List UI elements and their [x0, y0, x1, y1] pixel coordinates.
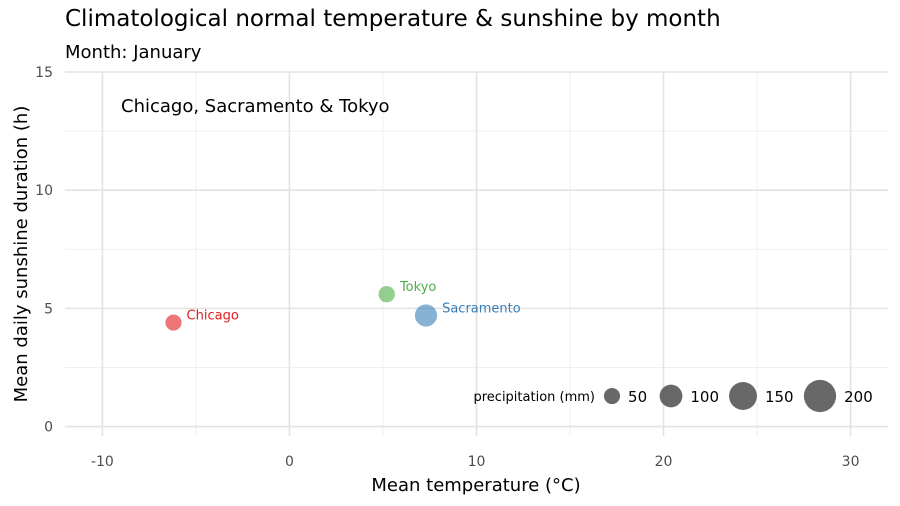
- data-point: [165, 314, 182, 331]
- y-tick-label: 0: [44, 420, 53, 436]
- grid: [65, 71, 888, 436]
- y-axis-title: Mean daily sunshine duration (h): [11, 106, 32, 403]
- data-point: [414, 304, 438, 327]
- point-label: Tokyo: [399, 280, 436, 295]
- y-tick-label: 10: [35, 183, 53, 199]
- chart-title: Climatological normal temperature & suns…: [65, 6, 721, 32]
- legend-key: [659, 384, 683, 408]
- x-tick-label: 20: [655, 454, 673, 470]
- y-tick-label: 15: [35, 65, 53, 81]
- legend-key: [603, 387, 621, 405]
- legend-label: 100: [690, 388, 719, 406]
- x-tick-label: -10: [91, 454, 114, 470]
- legend-label: 200: [844, 388, 873, 406]
- point-label: Chicago: [187, 309, 239, 324]
- legend-key: [803, 379, 837, 413]
- chart-annotation: Chicago, Sacramento & Tokyo: [121, 96, 390, 117]
- legend-key: [729, 382, 757, 410]
- legend-title: precipitation (mm): [473, 390, 595, 405]
- y-axis-ticks: 0 5 10 15: [35, 65, 53, 436]
- x-tick-label: 30: [842, 454, 860, 470]
- legend-label: 150: [765, 388, 794, 406]
- x-axis-ticks: -10 0 10 20 30: [91, 454, 860, 470]
- legend-label: 50: [628, 388, 647, 406]
- x-axis-title: Mean temperature (°C): [371, 475, 580, 496]
- data-points: Chicago Sacramento Tokyo: [165, 280, 521, 331]
- data-point: [378, 285, 395, 303]
- chart-subtitle: Month: January: [65, 42, 202, 63]
- x-tick-label: 10: [468, 454, 486, 470]
- y-tick-label: 5: [44, 301, 53, 317]
- x-tick-label: 0: [285, 454, 294, 470]
- point-label: Sacramento: [442, 301, 521, 316]
- size-legend: precipitation (mm) 50 100 150 200: [473, 379, 873, 413]
